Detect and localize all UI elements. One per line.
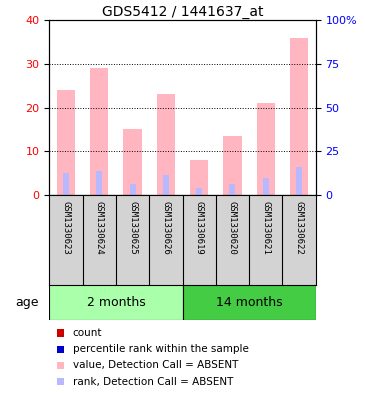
Bar [123,129,142,195]
Text: 2 months: 2 months [87,296,145,309]
Bar [182,285,316,320]
Text: GSM1330621: GSM1330621 [261,201,270,255]
Bar [157,94,175,195]
Bar [223,136,242,195]
Bar [196,188,202,195]
Text: value, Detection Call = ABSENT: value, Detection Call = ABSENT [73,360,238,371]
Text: GSM1330626: GSM1330626 [161,201,170,255]
Text: GSM1330623: GSM1330623 [61,201,70,255]
Text: GSM1330619: GSM1330619 [195,201,204,255]
Bar [57,90,75,195]
Bar [90,68,108,195]
Bar [230,184,235,195]
Bar [296,167,302,195]
Bar [63,173,69,195]
Text: count: count [73,328,102,338]
Text: GSM1330624: GSM1330624 [95,201,104,255]
Text: rank, Detection Call = ABSENT: rank, Detection Call = ABSENT [73,376,233,387]
Bar [163,175,169,195]
Bar [290,37,308,195]
Text: GSM1330622: GSM1330622 [295,201,304,255]
Bar [190,160,208,195]
Text: 14 months: 14 months [216,296,283,309]
Bar [130,184,135,195]
Bar [257,103,275,195]
Bar [263,178,269,195]
Bar [96,171,102,195]
Text: percentile rank within the sample: percentile rank within the sample [73,344,249,354]
Bar [49,285,182,320]
Title: GDS5412 / 1441637_at: GDS5412 / 1441637_at [102,5,263,19]
Text: GSM1330625: GSM1330625 [128,201,137,255]
Text: GSM1330620: GSM1330620 [228,201,237,255]
Text: age: age [15,296,38,309]
